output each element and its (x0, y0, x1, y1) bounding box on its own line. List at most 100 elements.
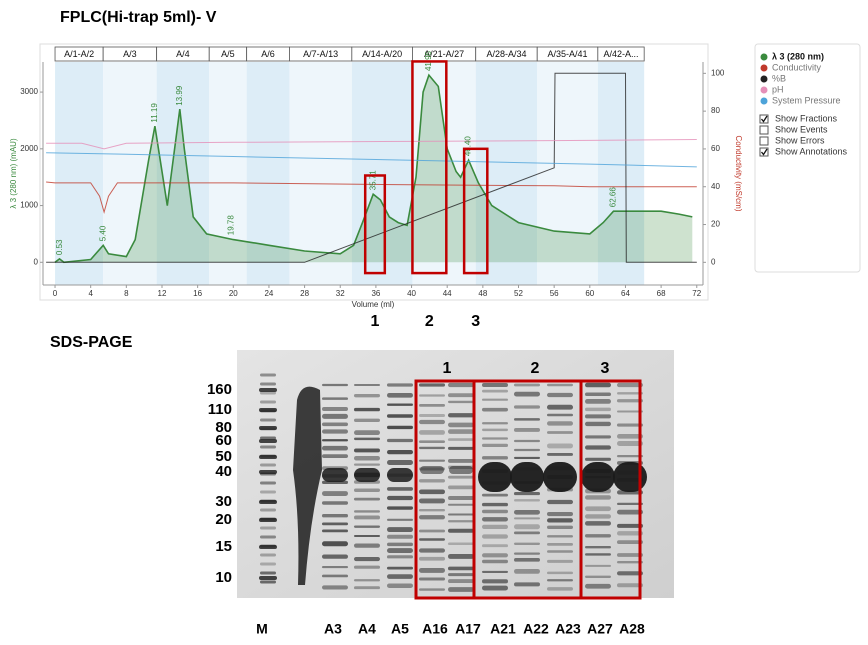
x-tick-label: 64 (621, 289, 630, 298)
fraction-band (351, 62, 413, 285)
x-tick-label: 12 (158, 289, 167, 298)
gel-band (387, 438, 413, 443)
legend-label: Conductivity (772, 62, 822, 72)
gel-band (449, 466, 473, 474)
gel-band (419, 515, 445, 520)
lane-label: M (256, 621, 268, 637)
gel-band (514, 552, 540, 555)
peak-annotation: 11.19 (150, 103, 159, 123)
peak-annotation: 13.99 (175, 85, 184, 106)
gel-band (585, 421, 611, 427)
legend-checkbox[interactable] (759, 147, 769, 157)
gel-band (448, 413, 474, 418)
gel-band (322, 407, 348, 412)
y2-axis-label: Conductivity (mS/cm) (734, 135, 743, 211)
gel-band (585, 575, 611, 578)
gel-band (482, 437, 508, 440)
legend-label: λ 3 (280 nm) (772, 51, 824, 61)
gel-band (419, 548, 445, 553)
x-tick-label: 52 (514, 289, 523, 298)
checkmark (760, 115, 768, 123)
fraction-label: A/21-A/27 (424, 49, 464, 59)
gel-band (322, 439, 348, 442)
gel-band (585, 583, 611, 589)
fraction-label: A/28-A/34 (486, 49, 526, 59)
gel-band (482, 422, 508, 425)
fraction-band (475, 62, 538, 285)
gel-band (482, 493, 508, 497)
gel-band (448, 573, 474, 577)
gel-band (260, 553, 276, 557)
fraction-band (209, 62, 247, 285)
gel-band (260, 571, 276, 575)
gel-band (482, 524, 508, 529)
gel-band (260, 382, 276, 386)
legend-marker (760, 86, 768, 94)
marker-label: 160 (207, 381, 232, 398)
gel-band (547, 452, 573, 456)
gel-band (322, 491, 348, 496)
gel-band (514, 517, 540, 520)
gel-band (482, 502, 508, 507)
gel-band (322, 566, 348, 569)
gel-band (448, 458, 474, 463)
gel-band (387, 449, 413, 455)
peak-annotation: 35.71 (368, 170, 377, 191)
gel-band (354, 497, 380, 501)
gel-band (617, 531, 643, 536)
gel-band (448, 579, 474, 584)
fraction-label: A/4 (176, 49, 190, 59)
x-axis-label: Volume (ml) (352, 300, 395, 309)
figure-title: FPLC(Hi-trap 5ml)- V (60, 9, 217, 26)
lane-label: A5 (391, 621, 409, 637)
gel-band (448, 528, 474, 533)
fraction-label: A/6 (261, 49, 275, 59)
x-tick-label: 44 (443, 289, 452, 298)
marker-label: 15 (215, 538, 232, 555)
gel-band (514, 542, 540, 545)
x-tick-label: 60 (585, 289, 594, 298)
x-tick-label: 36 (371, 289, 380, 298)
gel-band (514, 568, 540, 574)
series-line (54, 73, 693, 264)
group-box (579, 379, 642, 600)
gel-band (259, 545, 277, 549)
gel-band (482, 534, 508, 539)
gel-band (259, 470, 277, 474)
gel-band (260, 490, 276, 494)
series-line (46, 72, 697, 263)
gel-band (547, 587, 573, 591)
peak-annotation: 0.53 (55, 239, 64, 255)
gel-band (514, 391, 540, 397)
gel-band (387, 534, 413, 539)
gel-band (260, 535, 276, 539)
gel-band (581, 462, 615, 492)
gel-band (354, 468, 380, 482)
legend-checkbox[interactable] (759, 114, 769, 124)
gel-band (617, 540, 643, 544)
gel-band (482, 382, 508, 388)
gel-band (514, 418, 540, 421)
gel-band (482, 509, 508, 514)
marker-label: 10 (215, 569, 232, 586)
gel-band (482, 553, 508, 558)
legend-marker (760, 75, 768, 83)
legend-checkbox[interactable] (759, 125, 769, 135)
marker-label: 40 (215, 463, 232, 480)
lane-label: A3 (324, 621, 342, 637)
x-tick-label: 56 (550, 289, 559, 298)
gel-band (387, 383, 413, 387)
y2-tick-label: 80 (711, 106, 720, 115)
gel-band (322, 574, 348, 578)
legend-checkbox[interactable] (759, 136, 769, 146)
gel-band (613, 462, 647, 492)
gel-band (387, 392, 413, 398)
gel-band (585, 407, 611, 412)
gel-band (260, 373, 276, 377)
gel-band (260, 391, 276, 395)
gel-band (547, 535, 573, 538)
gel-band (354, 556, 380, 562)
x-tick-label: 72 (692, 289, 701, 298)
gel-band (547, 499, 573, 505)
gel-band (514, 531, 540, 535)
